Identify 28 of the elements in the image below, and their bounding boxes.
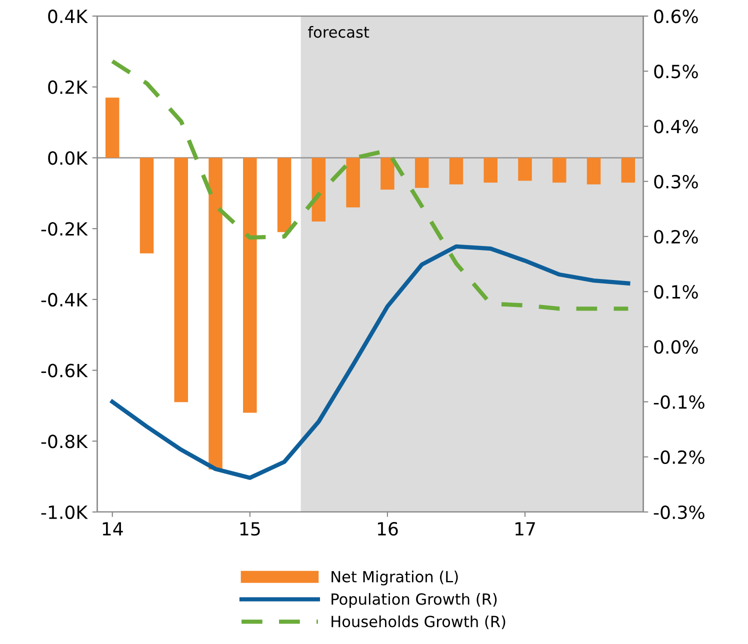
- legend-label: Households Growth (R): [332, 615, 506, 630]
- y2-tick-label: 0.0%: [654, 340, 698, 354]
- y2-tick-label: 0.2%: [654, 230, 698, 244]
- x-tick-label: 17: [515, 522, 535, 536]
- line-series: [110, 59, 630, 311]
- y-tick-label: 0.2K: [48, 80, 88, 94]
- y2-tick-label: -0.3%: [654, 505, 704, 520]
- y2-tick-label: 0.1%: [654, 285, 698, 299]
- y2-tick-label: 0.3%: [654, 174, 698, 189]
- band-label: forecast: [308, 26, 370, 38]
- y2-tick-label: -0.1%: [654, 395, 704, 409]
- x-tick-label: 14: [102, 522, 123, 536]
- y2-tick-label: -0.2%: [654, 450, 704, 464]
- legend-label: Population Growth (R): [332, 593, 497, 608]
- line-series: [110, 244, 630, 480]
- y-tick-label: -1.0K: [41, 505, 88, 520]
- y-tick-label: -0.8K: [41, 434, 88, 448]
- x-tick-label: 16: [378, 522, 398, 536]
- y-tick-label: 0.4K: [48, 10, 88, 24]
- y-tick-label: -0.2K: [41, 222, 88, 236]
- legend-label: Net Migration (L): [332, 570, 458, 586]
- x-tick-label: 15: [240, 522, 260, 536]
- y2-tick-label: 0.5%: [654, 64, 698, 78]
- y-tick-label: -0.4K: [41, 292, 88, 307]
- y2-tick-label: 0.6%: [654, 10, 698, 24]
- y-tick-label: 0.0K: [48, 151, 88, 165]
- y2-tick-label: 0.4%: [654, 120, 698, 134]
- y-tick-label: -0.6K: [41, 364, 88, 378]
